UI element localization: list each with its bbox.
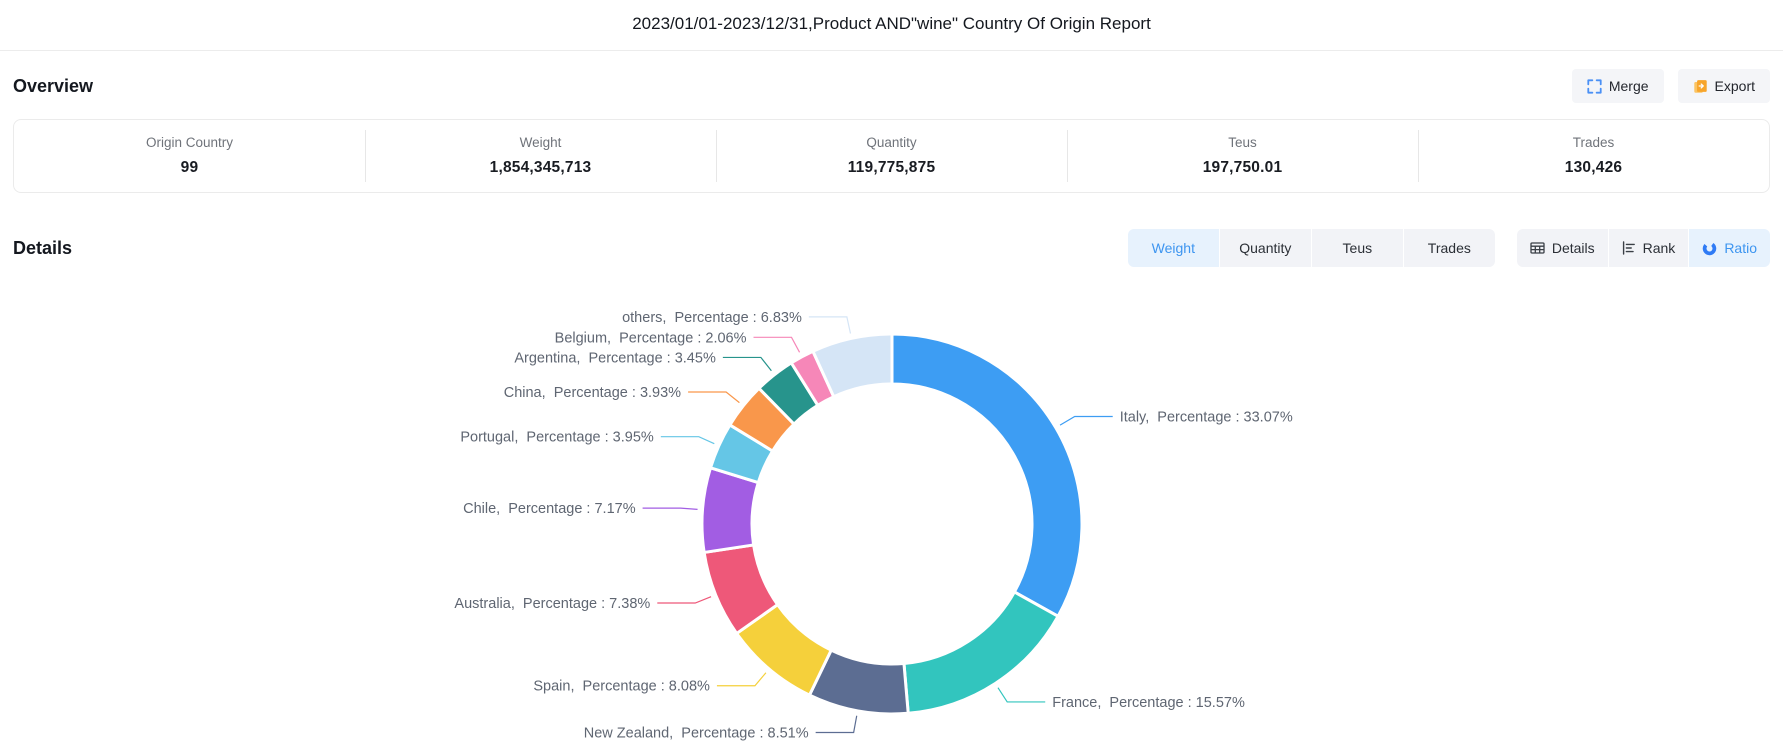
- slice-label-italy: Italy, Percentage : 33.07%: [1120, 409, 1293, 425]
- stat-label: Weight: [519, 135, 562, 150]
- rank-icon: [1622, 241, 1636, 255]
- tab-label: Weight: [1151, 240, 1195, 256]
- stat-quantity: Quantity 119,775,875: [716, 135, 1067, 177]
- label-line-china: [688, 391, 740, 404]
- slice-label-portugal: Portugal, Percentage : 3.95%: [460, 430, 654, 446]
- label-line-spain: [716, 672, 767, 687]
- slice-label-france: France, Percentage : 15.57%: [1052, 695, 1245, 711]
- tab-label: Trades: [1427, 240, 1471, 256]
- merge-button-label: Merge: [1608, 78, 1649, 94]
- slice-france[interactable]: [902, 590, 1060, 715]
- metric-tab-group: Weight Quantity Teus Trades: [1127, 229, 1495, 267]
- slice-label-australia: Australia, Percentage : 7.38%: [454, 596, 650, 612]
- stat-trades: Trades 130,426: [1418, 135, 1769, 177]
- tab-label: Ratio: [1724, 240, 1757, 256]
- stat-value: 99: [180, 159, 199, 176]
- slice-italy[interactable]: [890, 332, 1084, 618]
- label-line-new-zealand: [815, 715, 858, 734]
- tab-label: Details: [1551, 240, 1595, 256]
- slice-label-others: others, Percentage : 6.83%: [622, 310, 802, 326]
- label-line-australia: [657, 596, 712, 604]
- overview-heading: Overview: [13, 75, 94, 96]
- title-divider: [0, 50, 1783, 51]
- label-line-portugal: [660, 436, 715, 445]
- tab-details[interactable]: Details: [1516, 229, 1608, 267]
- tab-label: Quantity: [1239, 240, 1292, 256]
- details-heading: Details: [13, 237, 73, 258]
- label-line-italy: [1059, 415, 1113, 426]
- label-line-belgium: [753, 336, 801, 353]
- label-line-argentina: [722, 356, 772, 372]
- tab-teus[interactable]: Teus: [1311, 229, 1403, 267]
- overview-toolbar: Merge Export: [1571, 69, 1770, 103]
- stat-label: Teus: [1228, 135, 1257, 150]
- tab-trades[interactable]: Trades: [1403, 229, 1495, 267]
- stat-teus: Teus 197,750.01: [1067, 135, 1418, 177]
- table-icon: [1530, 241, 1545, 255]
- stat-value: 119,775,875: [847, 159, 936, 176]
- slice-label-belgium: Belgium, Percentage : 2.06%: [555, 330, 747, 346]
- details-header-row: Details Weight Quantity Teus Trades Details…: [0, 227, 1783, 269]
- stat-value: 197,750.01: [1202, 159, 1283, 176]
- stat-origin-country: Origin Country 99: [14, 135, 365, 177]
- slice-others[interactable]: [811, 332, 894, 399]
- tab-label: Teus: [1342, 240, 1373, 256]
- slice-label-china: China, Percentage : 3.93%: [504, 385, 681, 401]
- stat-value: 1,854,345,713: [489, 159, 592, 176]
- label-line-chile: [642, 507, 698, 510]
- donut-icon: [1702, 241, 1717, 256]
- tab-rank[interactable]: Rank: [1608, 229, 1689, 267]
- stat-value: 130,426: [1564, 159, 1623, 176]
- slice-label-chile: Chile, Percentage : 7.17%: [463, 501, 636, 517]
- export-button[interactable]: Export: [1677, 69, 1770, 103]
- stat-label: Quantity: [866, 135, 917, 150]
- stat-label: Origin Country: [145, 135, 234, 150]
- tab-ratio[interactable]: Ratio: [1689, 229, 1770, 267]
- label-line-france: [997, 687, 1046, 703]
- merge-icon: [1587, 78, 1602, 94]
- overview-stats: Origin Country 99 Weight 1,854,345,713 Quant…: [13, 119, 1770, 193]
- slice-label-new-zealand: New Zealand, Percentage : 8.51%: [584, 726, 809, 742]
- tab-weight[interactable]: Weight: [1127, 229, 1219, 267]
- merge-button[interactable]: Merge: [1571, 69, 1664, 103]
- slice-label-argentina: Argentina, Percentage : 3.45%: [514, 350, 716, 366]
- tab-quantity[interactable]: Quantity: [1219, 229, 1311, 267]
- slice-label-spain: Spain, Percentage : 8.08%: [533, 679, 710, 695]
- export-button-label: Export: [1714, 78, 1755, 94]
- page-title: 2023/01/01-2023/12/31,Product AND"wine" …: [632, 14, 1151, 33]
- stat-label: Trades: [1572, 135, 1615, 150]
- export-icon: [1693, 79, 1708, 94]
- view-tab-group: Details Rank Ratio: [1516, 229, 1770, 267]
- label-line-others: [808, 316, 852, 334]
- tab-label: Rank: [1642, 240, 1676, 256]
- overview-header-row: Overview Merge Export: [0, 51, 1783, 113]
- stat-weight: Weight 1,854,345,713: [365, 135, 716, 177]
- origin-country-donut-chart: Italy, Percentage : 33.07% France, Percen…: [0, 269, 1783, 745]
